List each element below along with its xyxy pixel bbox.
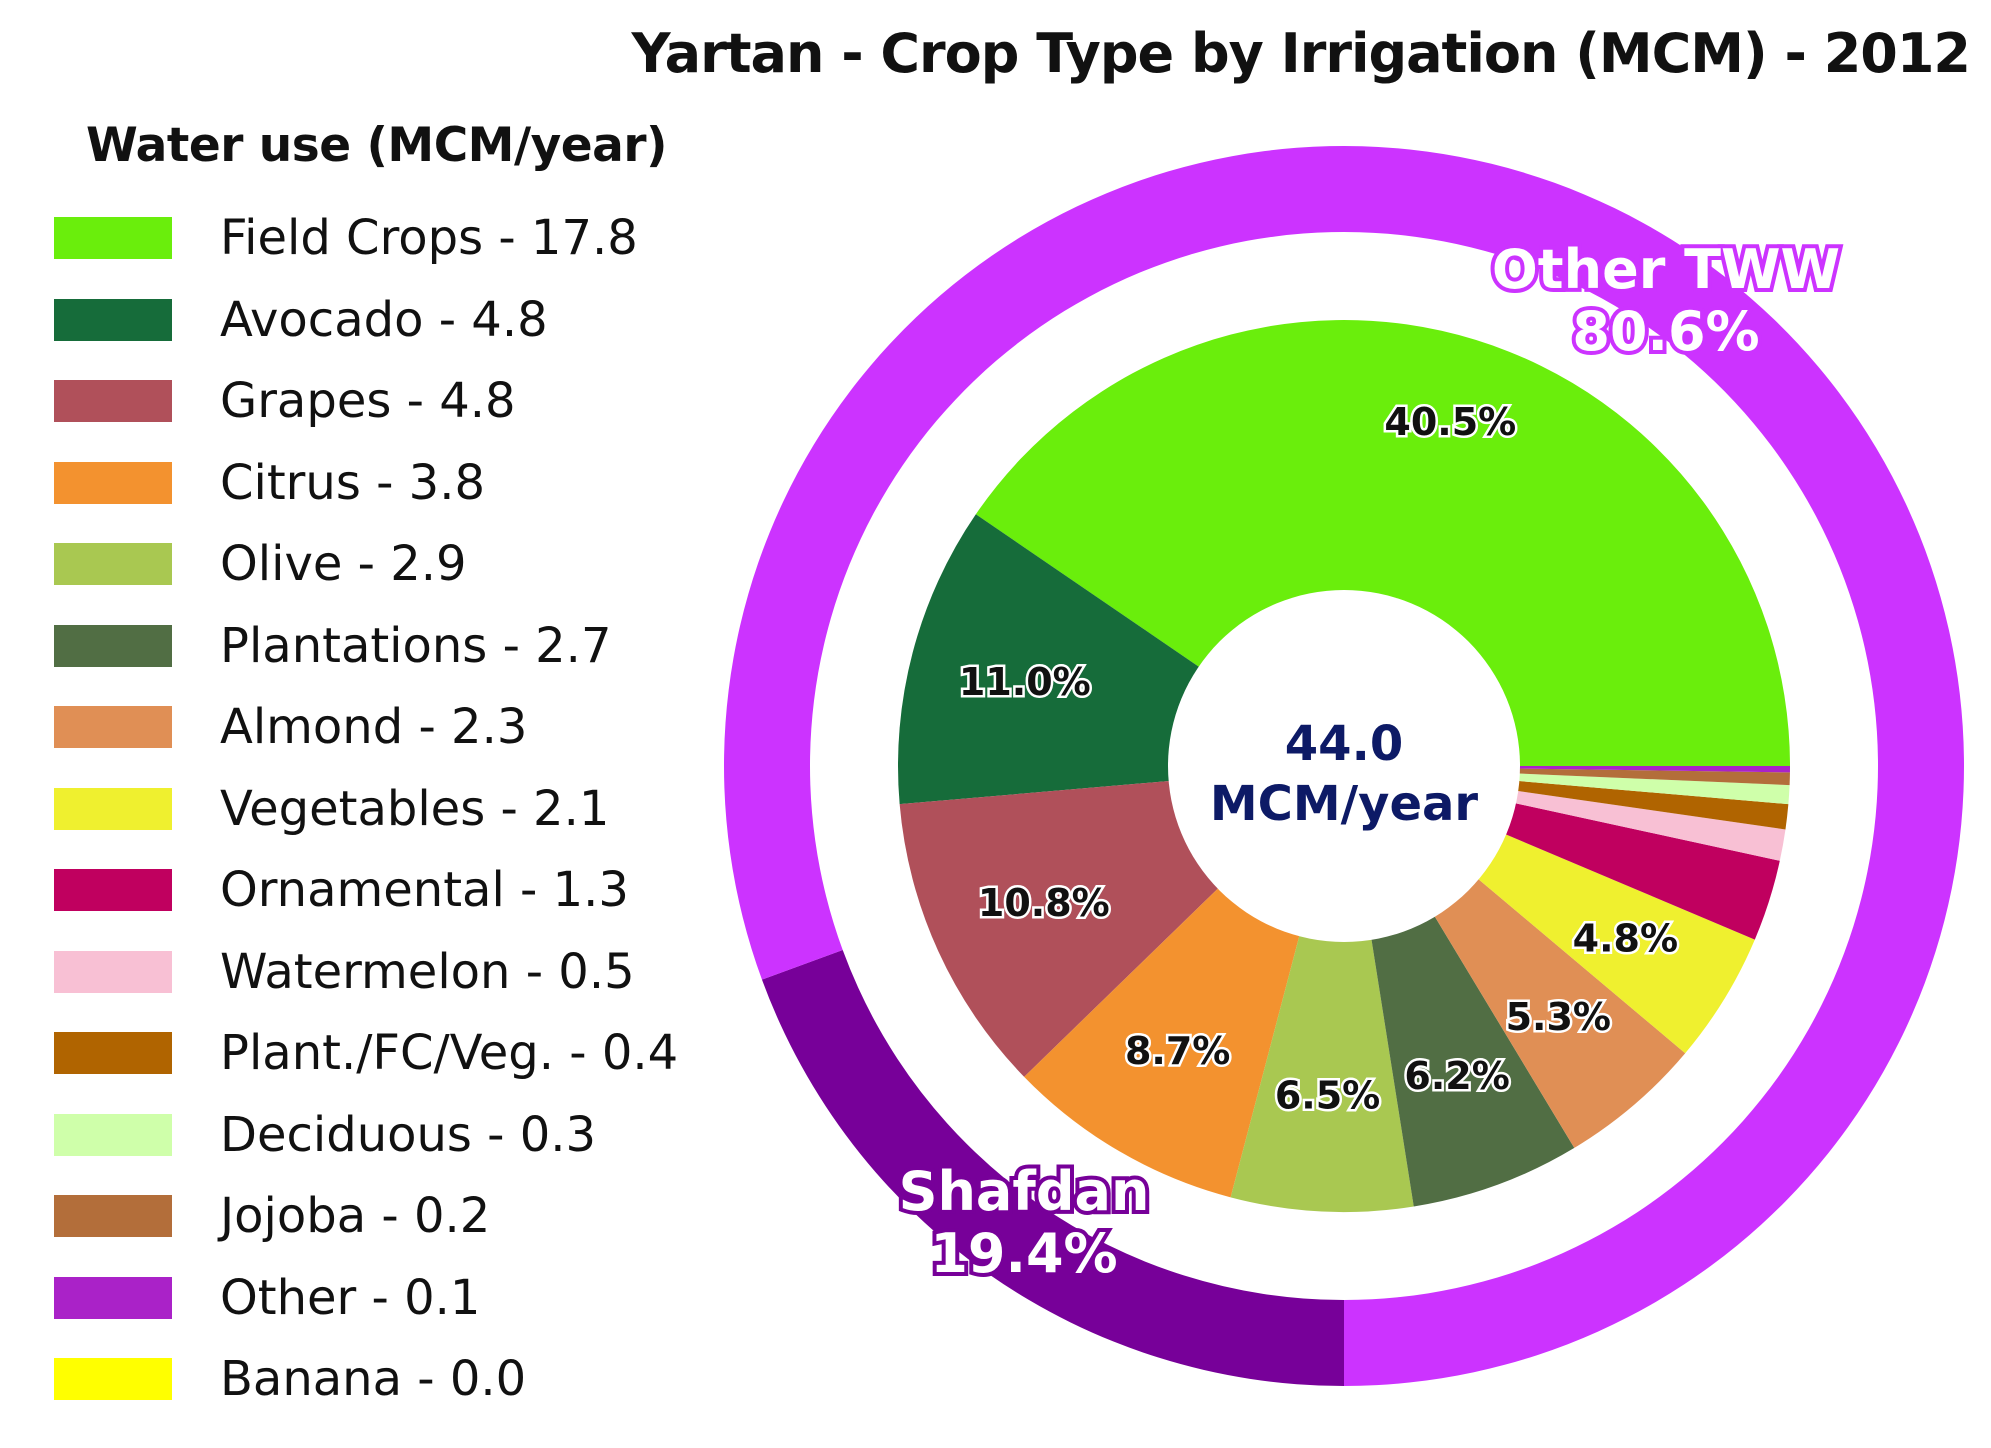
slice-percent-label: 40.5% [1384, 400, 1516, 444]
legend-label: Ornamental - 1.3 [220, 862, 629, 918]
outer-ring-label: Other TWW [1492, 238, 1840, 301]
pie-slice [1230, 766, 1414, 1213]
slice-percent-label: 6.2% [1404, 1054, 1509, 1098]
slice-percent-label: 4.8% [1573, 916, 1678, 960]
legend-label: Deciduous - 0.3 [220, 1106, 597, 1163]
legend-item: Other - 0.1 [54, 1268, 480, 1328]
legend-swatch [54, 950, 172, 993]
legend-swatch [54, 1195, 172, 1237]
legend-label: Banana - 0.0 [220, 1351, 527, 1407]
legend-swatch [54, 1358, 172, 1400]
legend-item: Watermelon - 0.5 [54, 942, 635, 1002]
legend-item: Plantations - 2.7 [54, 616, 611, 676]
pie-slice [975, 320, 1790, 766]
legend-label: Plant./FC/Veg. - 0.4 [220, 1025, 679, 1081]
legend-item: Deciduous - 0.3 [54, 1105, 596, 1165]
legend-title: Water use (MCM/year) [86, 118, 668, 173]
legend-item: Avocado - 4.8 [54, 290, 548, 350]
slice-percent-label: 5.3% [1506, 995, 1611, 1039]
legend-swatch [54, 1113, 172, 1156]
legend-swatch [54, 217, 172, 259]
legend-label: Almond - 2.3 [220, 699, 528, 755]
legend-swatch [54, 380, 172, 422]
legend-item: Jojoba - 0.2 [54, 1186, 490, 1246]
outer-ring-percent: 19.4% [930, 1222, 1117, 1285]
legend-swatch [54, 461, 172, 504]
legend: Water use (MCM/year) Field Crops - 17.8 A… [54, 118, 734, 1407]
legend-swatch [54, 298, 172, 341]
slice-percent-label: 6.5% [1275, 1074, 1380, 1118]
donut-hole [1168, 590, 1520, 942]
legend-swatch [54, 1276, 172, 1319]
legend-item: Grapes - 4.8 [54, 371, 516, 431]
legend-label: Watermelon - 0.5 [220, 943, 635, 1000]
outer-ring-percent: 80.6% [1572, 300, 1759, 363]
slice-percent-label: 11.0% [959, 660, 1091, 704]
outer-ring-label: Shafdan [899, 1160, 1150, 1223]
legend-swatch [54, 543, 172, 585]
legend-swatch [54, 1032, 172, 1074]
legend-label: Plantations - 2.7 [220, 617, 612, 674]
legend-item: Olive - 2.9 [54, 534, 467, 594]
legend-label: Olive - 2.9 [220, 536, 467, 592]
slice-percent-label: 8.7% [1125, 1029, 1230, 1073]
outer-ring-slice [761, 950, 1344, 1386]
legend-item: Citrus - 3.8 [54, 453, 485, 513]
legend-label: Jojoba - 0.2 [220, 1188, 491, 1244]
legend-label: Other - 0.1 [220, 1269, 481, 1326]
legend-swatch [54, 624, 172, 667]
legend-swatch [54, 787, 172, 830]
legend-swatch [54, 706, 172, 748]
slice-percent-label: 10.8% [978, 881, 1110, 925]
legend-item: Ornamental - 1.3 [54, 860, 629, 920]
chart-title: Yartan - Crop Type by Irrigation (MCM) -… [631, 22, 1972, 85]
legend-label: Vegetables - 2.1 [220, 780, 610, 837]
legend-item: Plant./FC/Veg. - 0.4 [54, 1023, 678, 1083]
legend-item: Field Crops - 17.8 [54, 208, 638, 268]
legend-item: Almond - 2.3 [54, 697, 527, 757]
legend-swatch [54, 869, 172, 911]
legend-label: Citrus - 3.8 [220, 454, 486, 511]
legend-label: Avocado - 4.8 [220, 291, 548, 348]
legend-label: Field Crops - 17.8 [220, 210, 638, 266]
legend-item: Banana - 0.0 [54, 1349, 526, 1409]
center-total-unit: MCM/year [1210, 776, 1479, 832]
center-total-value: 44.0 [1285, 716, 1403, 772]
legend-item: Vegetables - 2.1 [54, 779, 609, 839]
legend-label: Grapes - 4.8 [220, 373, 516, 429]
